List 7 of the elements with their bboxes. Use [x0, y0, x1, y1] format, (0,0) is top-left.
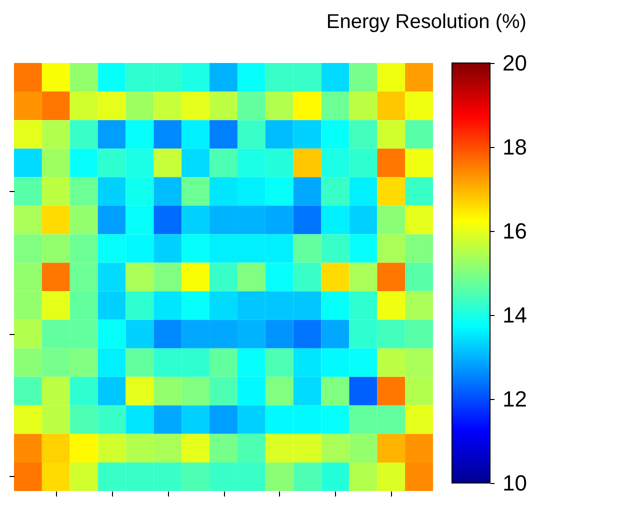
color-bar-label: 10 [502, 470, 527, 496]
color-bar-label: 16 [502, 218, 527, 244]
color-bar-title: Energy Resolution (%) [326, 11, 526, 33]
color-bar-label: 14 [502, 302, 527, 328]
color-bar-label: 18 [502, 134, 527, 160]
color-bar-label: 12 [502, 386, 527, 412]
color-bar-label: 20 [502, 50, 527, 76]
